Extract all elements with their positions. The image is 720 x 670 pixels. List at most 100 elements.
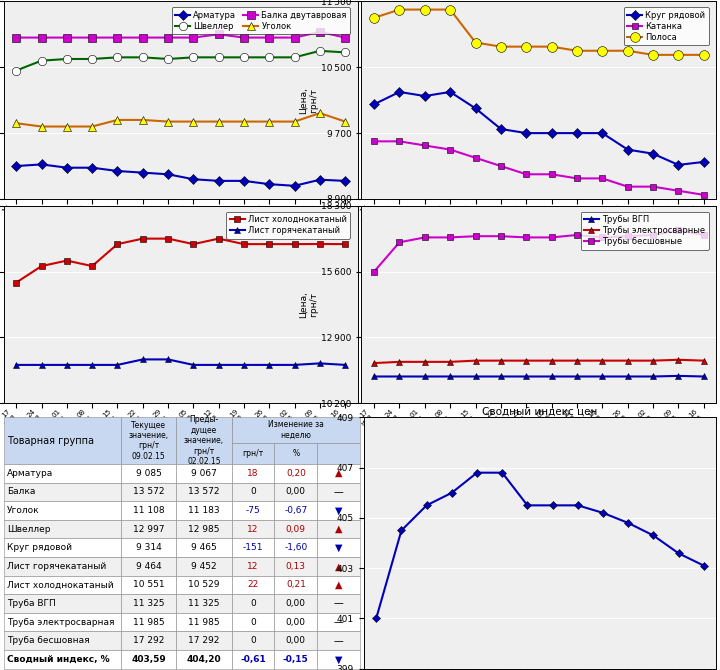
- Уголок: [88, 123, 96, 131]
- Швеллер: [240, 54, 248, 62]
- Балка двутавровая: [215, 30, 223, 38]
- Bar: [176, 594, 232, 613]
- Text: ▼: ▼: [335, 655, 343, 665]
- Text: 18: 18: [248, 469, 258, 478]
- Bar: [4, 557, 121, 576]
- Лист холоднокатаный: [138, 234, 147, 243]
- Уголок: [189, 117, 198, 125]
- Круг рядовой: [370, 100, 379, 109]
- Bar: [4, 520, 121, 539]
- Арматура: [12, 162, 21, 170]
- Legend: Круг рядовой, Катанка, Полоса: Круг рядовой, Катанка, Полоса: [624, 7, 708, 46]
- Text: -151: -151: [243, 543, 264, 552]
- Трубы бесшовные: [699, 231, 708, 239]
- Text: ▼: ▼: [335, 505, 343, 515]
- Катанка: [699, 191, 708, 199]
- Круг рядовой: [497, 125, 505, 133]
- Text: —: —: [334, 617, 343, 627]
- Text: 17 292: 17 292: [133, 636, 165, 645]
- Трубы бесшовные: [649, 231, 657, 239]
- Балка двутавровая: [341, 34, 349, 42]
- Арматура: [138, 169, 147, 177]
- Балка двутавровая: [113, 34, 122, 42]
- Text: 11 325: 11 325: [133, 599, 165, 608]
- Трубы ВГП: [471, 373, 480, 381]
- Bar: [318, 482, 360, 501]
- Text: 0,09: 0,09: [286, 525, 306, 533]
- Полоса: [699, 51, 708, 59]
- Круг рядовой: [522, 129, 531, 137]
- Text: 0,00: 0,00: [286, 487, 306, 496]
- Line: Балка двутавровая: Балка двутавровая: [12, 27, 349, 42]
- Трубы ВГП: [699, 373, 708, 381]
- Трубы электросварные: [572, 356, 581, 364]
- Text: 11 183: 11 183: [188, 506, 220, 515]
- Bar: [318, 576, 360, 594]
- Bar: [4, 594, 121, 613]
- Трубы бесшовные: [446, 233, 454, 241]
- Арматура: [37, 160, 46, 168]
- Арматура: [163, 170, 172, 178]
- Bar: [274, 557, 318, 576]
- Трубы бесшовные: [624, 232, 632, 241]
- Швеллер: [113, 54, 122, 62]
- Трубы электросварные: [471, 356, 480, 364]
- Трубы ВГП: [420, 373, 429, 381]
- Лист холоднокатаный: [189, 240, 198, 248]
- Трубы бесшовные: [522, 233, 531, 241]
- Text: грн/т: грн/т: [243, 449, 264, 458]
- Балка двутавровая: [12, 34, 21, 42]
- Bar: [274, 576, 318, 594]
- Text: ▼: ▼: [335, 543, 343, 553]
- Bar: [121, 501, 176, 520]
- Трубы бесшовные: [497, 232, 505, 241]
- Bar: [274, 594, 318, 613]
- Уголок: [315, 109, 324, 117]
- Лист холоднокатаный: [12, 279, 21, 287]
- Text: -0,15: -0,15: [283, 655, 309, 664]
- Bar: [121, 482, 176, 501]
- Балка двутавровая: [240, 34, 248, 42]
- Лист холоднокатаный: [240, 240, 248, 248]
- Text: ▲: ▲: [335, 468, 343, 478]
- Bar: [176, 482, 232, 501]
- Line: Трубы электросварные: Трубы электросварные: [371, 356, 707, 366]
- Bar: [232, 613, 274, 631]
- Bar: [4, 464, 121, 482]
- Text: 0: 0: [251, 618, 256, 626]
- Y-axis label: Цена,
грн/т: Цена, грн/т: [299, 291, 318, 318]
- Bar: [176, 576, 232, 594]
- Text: 11 985: 11 985: [188, 618, 220, 626]
- Bar: [4, 631, 121, 650]
- Уголок: [12, 119, 21, 127]
- Трубы бесшовные: [370, 267, 379, 275]
- Line: Катанка: Катанка: [371, 138, 707, 198]
- Арматура: [63, 163, 71, 172]
- Bar: [121, 594, 176, 613]
- Катанка: [598, 174, 607, 182]
- Text: %: %: [292, 449, 300, 458]
- Уголок: [138, 116, 147, 124]
- Bar: [121, 557, 176, 576]
- Bar: [121, 539, 176, 557]
- Line: Трубы ВГП: Трубы ВГП: [371, 373, 707, 380]
- Line: Лист горячекатаный: Лист горячекатаный: [13, 356, 348, 369]
- Bar: [232, 650, 274, 669]
- Трубы бесшовные: [395, 239, 404, 247]
- Трубы ВГП: [649, 373, 657, 381]
- Трубы ВГП: [370, 373, 379, 381]
- Text: Лист горячекатаный: Лист горячекатаный: [7, 561, 107, 571]
- Legend: Трубы ВГП, Трубы электросварные, Трубы бесшовные: Трубы ВГП, Трубы электросварные, Трубы б…: [580, 212, 708, 250]
- Bar: [176, 650, 232, 669]
- Bar: [274, 464, 318, 482]
- Полоса: [522, 43, 531, 51]
- Bar: [121, 417, 176, 464]
- Text: 403,59: 403,59: [132, 655, 166, 664]
- Трубы электросварные: [420, 358, 429, 366]
- Полоса: [497, 43, 505, 51]
- Bar: [274, 443, 318, 464]
- Трубы ВГП: [522, 373, 531, 381]
- Круг рядовой: [395, 88, 404, 96]
- Bar: [232, 557, 274, 576]
- Text: ▲: ▲: [335, 524, 343, 534]
